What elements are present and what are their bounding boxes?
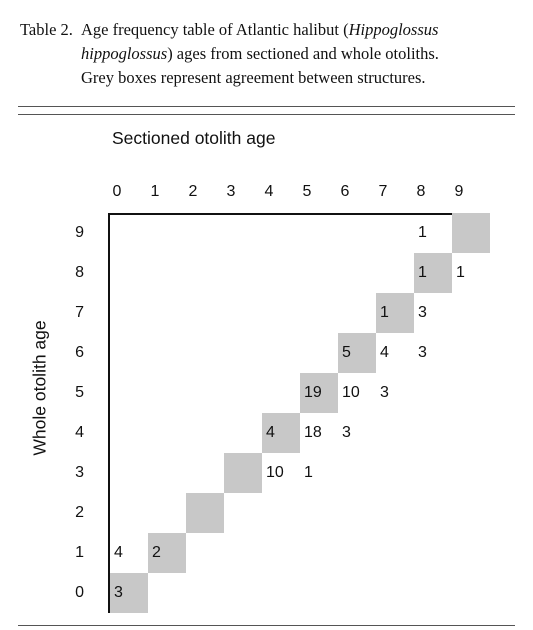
column-tick-9: 9 [454, 183, 464, 200]
row-tick-5: 5 [75, 384, 84, 401]
column-tick-0: 0 [112, 183, 122, 200]
row-tick-8: 8 [75, 264, 84, 281]
cell-count: 3 [418, 344, 427, 361]
row-tick-9: 9 [75, 224, 84, 241]
agreement-cell: 2 [148, 533, 186, 573]
column-tick-8: 8 [416, 183, 426, 200]
agreement-cell: 4 [262, 413, 300, 453]
row-axis-line [108, 213, 110, 613]
frequency-cell: 3 [414, 333, 452, 373]
caption-text: ) ages from sectioned and whole otoliths… [167, 44, 439, 63]
column-tick-5: 5 [302, 183, 312, 200]
cell-count: 3 [380, 384, 389, 401]
row-tick-3: 3 [75, 464, 84, 481]
column-tick-7: 7 [378, 183, 388, 200]
agreement-cell [186, 493, 224, 533]
column-tick-4: 4 [264, 183, 274, 200]
top-rule-upper [18, 106, 515, 107]
frequency-cell: 3 [376, 373, 414, 413]
row-tick-4: 4 [75, 424, 84, 441]
frequency-cell: 4 [110, 533, 148, 573]
cell-count: 4 [114, 544, 123, 561]
agreement-cell: 19 [300, 373, 338, 413]
row-tick-6: 6 [75, 344, 84, 361]
frequency-cell: 3 [414, 293, 452, 333]
caption-text: Age frequency table of Atlantic halibut … [81, 20, 349, 39]
cell-count: 10 [266, 464, 284, 481]
column-tick-3: 3 [226, 183, 236, 200]
row-tick-7: 7 [75, 304, 84, 321]
cell-count: 10 [342, 384, 360, 401]
row-tick-0: 0 [75, 584, 84, 601]
row-tick-1: 1 [75, 544, 84, 561]
cell-count: 1 [418, 224, 427, 241]
cell-count: 1 [380, 304, 389, 321]
bottom-rule [18, 625, 515, 626]
column-tick-2: 2 [188, 183, 198, 200]
cell-count: 18 [304, 424, 322, 441]
agreement-cell: 1 [376, 293, 414, 333]
cell-count: 3 [114, 584, 123, 601]
caption-species-genus: Hippoglossus [348, 20, 439, 39]
caption-line-2: hippoglossus) ages from sectioned and wh… [81, 42, 439, 66]
top-rule-lower [18, 114, 515, 115]
cell-count: 4 [380, 344, 389, 361]
column-axis-title: Sectioned otolith age [112, 128, 276, 148]
frequency-cell: 18 [300, 413, 338, 453]
cell-count: 3 [418, 304, 427, 321]
cell-count: 3 [342, 424, 351, 441]
cell-count: 1 [418, 264, 427, 281]
agreement-cell: 3 [110, 573, 148, 613]
frequency-cell: 4 [376, 333, 414, 373]
agreement-cell: 1 [414, 253, 452, 293]
cell-count: 19 [304, 384, 322, 401]
agreement-cell [452, 213, 490, 253]
cell-count: 1 [456, 264, 465, 281]
cell-count: 4 [266, 424, 275, 441]
cell-count: 1 [304, 464, 313, 481]
frequency-cell: 1 [452, 253, 490, 293]
caption-line-1: Age frequency table of Atlantic halibut … [81, 18, 438, 42]
frequency-cell: 10 [262, 453, 300, 493]
cell-count: 2 [152, 544, 161, 561]
row-axis-title: Whole otolith age [29, 320, 50, 456]
caption-line-3: Grey boxes represent agreement between s… [81, 66, 426, 90]
cell-count: 5 [342, 344, 351, 361]
frequency-cell: 1 [300, 453, 338, 493]
agreement-cell [224, 453, 262, 493]
column-tick-1: 1 [150, 183, 160, 200]
column-axis-line [108, 213, 488, 215]
frequency-cell: 3 [338, 413, 376, 453]
agreement-cell: 5 [338, 333, 376, 373]
frequency-cell: 1 [414, 213, 452, 253]
frequency-cell: 10 [338, 373, 376, 413]
caption-species-epithet: hippoglossus [81, 44, 168, 63]
column-tick-6: 6 [340, 183, 350, 200]
caption-text: Grey boxes represent agreement between s… [81, 68, 426, 87]
caption-label: Table 2. [20, 20, 73, 39]
row-tick-2: 2 [75, 504, 84, 521]
